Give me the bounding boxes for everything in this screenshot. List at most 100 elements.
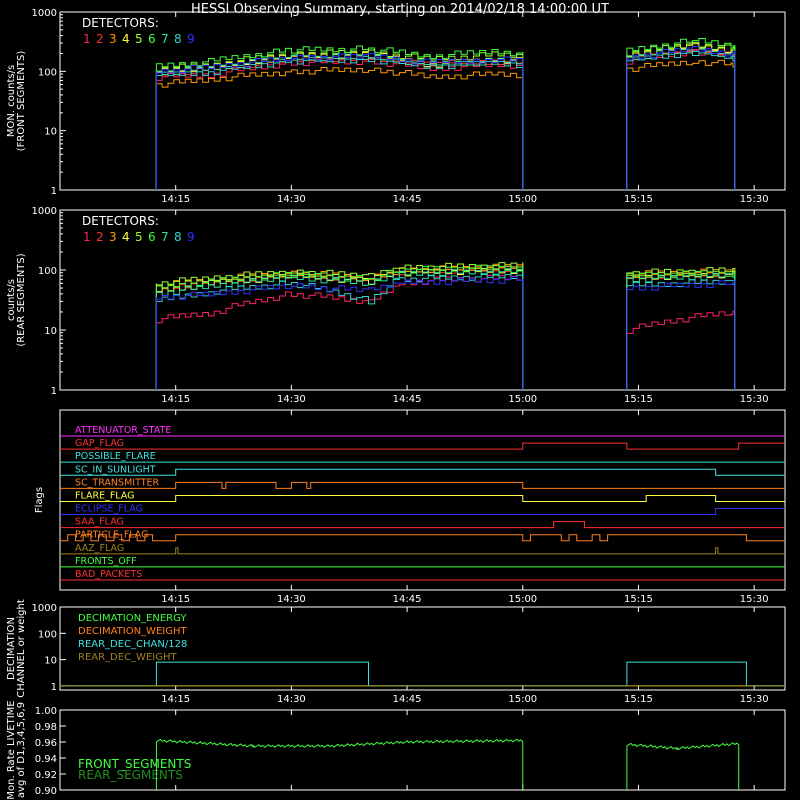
front-ytick-label: 10 <box>44 127 57 138</box>
rear-xtick-label: 15:15 <box>624 394 653 405</box>
rear-legend-item: 5 <box>135 230 143 244</box>
front-ylabel: MON. counts/s <box>6 65 17 137</box>
front-xtick-label: 15:30 <box>740 194 769 205</box>
flags-xtick-label: 14:45 <box>393 594 422 605</box>
rear-xtick-label: 15:00 <box>508 394 537 405</box>
rear-ylabel: (REAR SEGMENTS) <box>16 253 27 346</box>
flags-trace <box>60 521 785 529</box>
flags-xtick-label: 15:30 <box>740 594 769 605</box>
decimation-frame <box>59 606 786 691</box>
livetime-ytick-label: 0.90 <box>35 786 57 797</box>
rear-legend-item: 6 <box>148 230 156 244</box>
front-frame <box>59 11 786 191</box>
flags-frame <box>59 409 786 591</box>
decimation-xtick-label: 14:45 <box>393 694 422 705</box>
decimation-xtick-label: 15:00 <box>508 694 537 705</box>
rear-legend-item: 4 <box>122 230 130 244</box>
flags-trace <box>60 494 785 502</box>
front-xtick-label: 14:45 <box>393 194 422 205</box>
front-ytick-label: 1000 <box>32 8 57 19</box>
flags-label: SAA_FLAG <box>75 517 124 528</box>
flags-trace <box>60 481 785 489</box>
rear-ytick-label: 100 <box>38 266 57 277</box>
decimation-ytick-label: 1000 <box>32 603 57 614</box>
decimation-legend-item: DECIMATION_WEIGHT <box>78 626 187 637</box>
rear-frame <box>59 209 786 391</box>
decimation-xtick-label: 15:15 <box>624 694 653 705</box>
flags-trace <box>60 547 785 555</box>
flags-xtick-label: 15:00 <box>508 594 537 605</box>
flags-trace <box>60 468 785 476</box>
front-xtick-label: 14:15 <box>161 194 190 205</box>
flags-trace <box>60 508 785 516</box>
decimation-legend-item: REAR_DEC_WEIGHT <box>78 652 177 663</box>
flags-label: SC_TRANSMITTER <box>75 477 160 488</box>
flags-xtick-label: 14:15 <box>161 594 190 605</box>
rear-series-1 <box>155 274 736 390</box>
flags-label: BAD_PACKETS <box>75 569 142 580</box>
front-ylabel: (FRONT SEGMENTS) <box>16 51 27 152</box>
decimation-legend-item: REAR_DEC_CHAN/128 <box>78 639 187 650</box>
front-series-3 <box>155 59 736 190</box>
flags-label: AAZ_FLAG <box>75 543 124 554</box>
front-legend-item: 8 <box>174 32 182 46</box>
rear-ytick-label: 10 <box>44 326 57 337</box>
flags-trace <box>60 534 785 542</box>
livetime-legend-item: FRONT_SEGMENTS <box>78 757 191 771</box>
flags-label: ATTENUATOR_STATE <box>75 425 171 436</box>
rear-ylabel: counts/s <box>6 279 17 321</box>
livetime-ylabel: Mon. Rate LIVETIME <box>6 700 17 799</box>
livetime-ytick-label: 0.98 <box>35 722 57 733</box>
chart-title: HESSI Observing Summary, starting on 201… <box>191 2 609 17</box>
rear-legend-item: 9 <box>187 230 195 244</box>
livetime-frame <box>59 709 786 791</box>
front-legend-item: 4 <box>122 32 130 46</box>
decimation-ylabel: CHANNEL or weight <box>16 599 27 698</box>
flags-label: FLARE_FLAG <box>75 490 135 501</box>
rear-series-9 <box>155 276 736 390</box>
front-xtick-label: 15:15 <box>624 194 653 205</box>
front-xtick-label: 14:30 <box>277 194 306 205</box>
rear-legend-item: 3 <box>109 230 117 244</box>
rear-series-8 <box>155 273 736 390</box>
front-series-6 <box>155 37 736 190</box>
flags-trace <box>60 442 785 450</box>
decimation-ytick-label: 10 <box>44 656 57 667</box>
flags-ylabel: Flags <box>34 487 45 513</box>
front-ytick-label: 1 <box>51 186 57 197</box>
livetime-ytick-label: 1.00 <box>35 706 57 717</box>
decimation-xtick-label: 14:30 <box>277 694 306 705</box>
rear-xtick-label: 14:45 <box>393 394 422 405</box>
rear-legend-item: 2 <box>96 230 104 244</box>
livetime-ytick-label: 0.92 <box>35 770 57 781</box>
rear-legend-item: 8 <box>174 230 182 244</box>
decimation-xtick-label: 14:15 <box>161 694 190 705</box>
front-series-9 <box>155 46 736 190</box>
decimation-series-3 <box>60 661 785 687</box>
livetime-ylabel: avg of D1,3,4,5,6,9 <box>16 702 27 798</box>
flags-xtick-label: 15:15 <box>624 594 653 605</box>
front-legend-item: 1 <box>83 32 91 46</box>
rear-legend-item: 7 <box>161 230 169 244</box>
livetime-series <box>626 742 740 790</box>
livetime-legend-item: REAR_SEGMENTS <box>78 768 183 782</box>
rear-xtick-label: 15:30 <box>740 394 769 405</box>
front-xtick-label: 15:00 <box>508 194 537 205</box>
flags-label: FRONTS_OFF <box>75 556 137 567</box>
rear-legend-item: 1 <box>83 230 91 244</box>
front-legend-item: 7 <box>161 32 169 46</box>
rear-ytick-label: 1 <box>51 386 57 397</box>
front-legend-item: 3 <box>109 32 117 46</box>
front-legend-title: DETECTORS: <box>82 16 159 30</box>
front-series-1 <box>155 49 736 190</box>
rear-legend-title: DETECTORS: <box>82 214 159 228</box>
rear-ytick-label: 1000 <box>32 206 57 217</box>
flags-xtick-label: 14:30 <box>277 594 306 605</box>
front-series-2 <box>155 46 736 190</box>
front-legend-item: 2 <box>96 32 104 46</box>
decimation-ylabel: DECIMATION <box>6 617 17 680</box>
flags-label: SC_IN_SUNLIGHT <box>75 464 156 475</box>
flags-label: POSSIBLE_FLARE <box>75 451 156 462</box>
rear-series-7 <box>155 268 736 390</box>
